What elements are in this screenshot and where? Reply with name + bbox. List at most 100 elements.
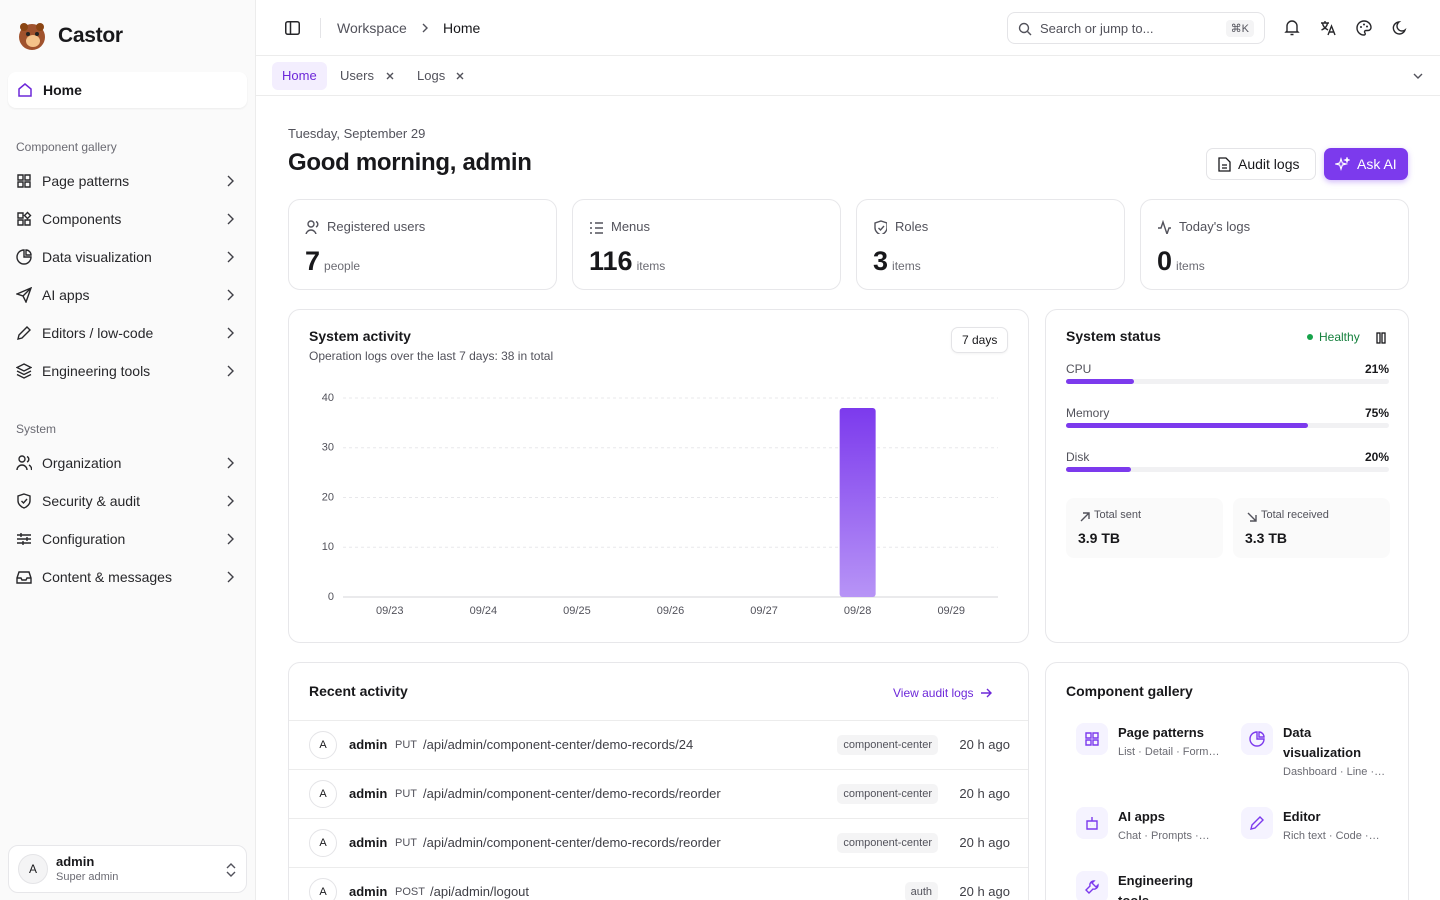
brand-logo bbox=[19, 23, 45, 50]
tab-close[interactable] bbox=[455, 71, 465, 81]
nav-group-title: System bbox=[16, 422, 57, 436]
metric: CPU 21% bbox=[1066, 362, 1389, 384]
metric-value: 20% bbox=[1364, 450, 1389, 464]
pause-icon[interactable] bbox=[1376, 332, 1386, 344]
nav-item[interactable]: Configuration bbox=[0, 520, 256, 558]
icon-path bbox=[874, 220, 887, 234]
row-path: /api/admin/component-center/demo-records… bbox=[423, 835, 721, 850]
sidebar-toggle[interactable] bbox=[285, 21, 300, 35]
icon bbox=[1158, 220, 1171, 234]
transfer-value: 3.3 TB bbox=[1245, 530, 1288, 546]
metric: Memory 75% bbox=[1066, 406, 1389, 428]
row-tag: component-center bbox=[837, 833, 938, 853]
stat-card: Menus 116 items bbox=[572, 199, 841, 290]
icon-path bbox=[16, 287, 32, 303]
icon-path bbox=[16, 363, 32, 379]
gallery-title: Component gallery bbox=[1066, 683, 1193, 699]
nav-item[interactable]: Components bbox=[0, 200, 256, 238]
range-button[interactable]: 7 days bbox=[951, 327, 1009, 353]
tab[interactable]: Home bbox=[272, 62, 327, 90]
nav-item[interactable]: Security & audit bbox=[0, 482, 256, 520]
breadcrumb-item[interactable]: Workspace bbox=[337, 20, 407, 36]
nav-label: Home bbox=[43, 82, 82, 98]
gallery-card: Component gallery Page patterns List · De… bbox=[1045, 662, 1409, 900]
search-box[interactable]: Search or jump to... ⌘K bbox=[1007, 12, 1265, 44]
stat-unit: items bbox=[1176, 259, 1205, 273]
icon-path bbox=[17, 533, 31, 545]
nav-item[interactable]: Organization bbox=[0, 444, 256, 482]
icon-path bbox=[16, 249, 32, 265]
icon bbox=[16, 455, 32, 471]
nav-group: Component gallery Page patterns Components… bbox=[0, 136, 256, 390]
icon-path bbox=[17, 174, 31, 188]
icon bbox=[16, 287, 32, 303]
icon-path bbox=[17, 211, 32, 226]
gallery-item-desc: List · Detail · Form… bbox=[1118, 746, 1220, 758]
tab-bar: Home Users Logs bbox=[256, 56, 1440, 96]
icon bbox=[16, 363, 32, 379]
transfer-label: Total received bbox=[1261, 509, 1329, 521]
row-method: PUT bbox=[395, 837, 417, 849]
tab[interactable]: Users bbox=[340, 68, 374, 83]
row-avatar: A bbox=[309, 731, 337, 759]
metric-name: Memory bbox=[1066, 406, 1110, 420]
icon bbox=[16, 571, 32, 584]
progress-bar bbox=[1066, 423, 1309, 428]
nav-home[interactable]: Home bbox=[8, 72, 247, 108]
stat-label: Menus bbox=[611, 219, 651, 234]
nav-label: Organization bbox=[42, 455, 122, 471]
metric-value: 21% bbox=[1364, 362, 1389, 376]
gallery-name: Page patterns List · Detail · Form… bbox=[1118, 723, 1226, 761]
link-label: View audit logs bbox=[893, 686, 974, 700]
document-icon bbox=[1218, 156, 1231, 172]
nav-item[interactable]: Content & messages bbox=[0, 558, 256, 596]
dark-mode-button[interactable] bbox=[1392, 20, 1408, 36]
icon bbox=[17, 533, 31, 545]
nav-item[interactable]: AI apps bbox=[0, 276, 256, 314]
stat-unit: items bbox=[636, 259, 666, 273]
x-tick-label: 09/23 bbox=[376, 605, 404, 617]
row-method: PUT bbox=[395, 788, 417, 800]
icon bbox=[227, 213, 234, 225]
progress-track bbox=[1066, 423, 1389, 428]
nav-item[interactable]: Page patterns bbox=[0, 162, 256, 200]
user-card[interactable]: A admin Super admin bbox=[8, 845, 247, 893]
user-role: Super admin bbox=[56, 871, 119, 883]
icon bbox=[1249, 731, 1265, 747]
notifications-button[interactable] bbox=[1284, 19, 1300, 37]
tabs-menu[interactable] bbox=[1412, 70, 1424, 82]
icon-path bbox=[305, 220, 319, 234]
audit-logs-button[interactable]: Audit logs bbox=[1206, 148, 1316, 180]
row-user: admin bbox=[349, 884, 388, 899]
view-audit-logs-link[interactable]: View audit logs bbox=[893, 686, 993, 700]
icon bbox=[590, 222, 603, 234]
nav-item[interactable]: Engineering tools bbox=[0, 352, 256, 390]
icon-path bbox=[17, 326, 31, 340]
stat-value: 116 items bbox=[589, 246, 666, 276]
transfer-box: Total received 3.3 TB bbox=[1233, 498, 1390, 558]
x-tick-label: 09/25 bbox=[563, 605, 591, 617]
icon-path bbox=[1085, 732, 1099, 746]
icon-path bbox=[17, 493, 31, 509]
icon-path bbox=[1085, 880, 1099, 894]
icon-path bbox=[227, 495, 234, 507]
status-card: System status Healthy CPU 21% Memory 75% Dis… bbox=[1045, 309, 1409, 643]
theme-color-button[interactable] bbox=[1356, 20, 1372, 36]
stat-unit: people bbox=[324, 259, 361, 273]
arrow-icon bbox=[980, 688, 992, 698]
y-tick-label: 20 bbox=[322, 491, 334, 503]
icon-path bbox=[227, 327, 234, 339]
row-time: 20 h ago bbox=[959, 884, 1010, 899]
nav-item[interactable]: Data visualization bbox=[0, 238, 256, 276]
ask-ai-button[interactable]: Ask AI bbox=[1324, 148, 1408, 180]
tab-close[interactable] bbox=[385, 71, 395, 81]
language-button[interactable] bbox=[1320, 20, 1336, 36]
tab[interactable]: Logs bbox=[417, 68, 446, 83]
nav-item[interactable]: Editors / low-code bbox=[0, 314, 256, 352]
metric-name: CPU bbox=[1066, 362, 1092, 376]
